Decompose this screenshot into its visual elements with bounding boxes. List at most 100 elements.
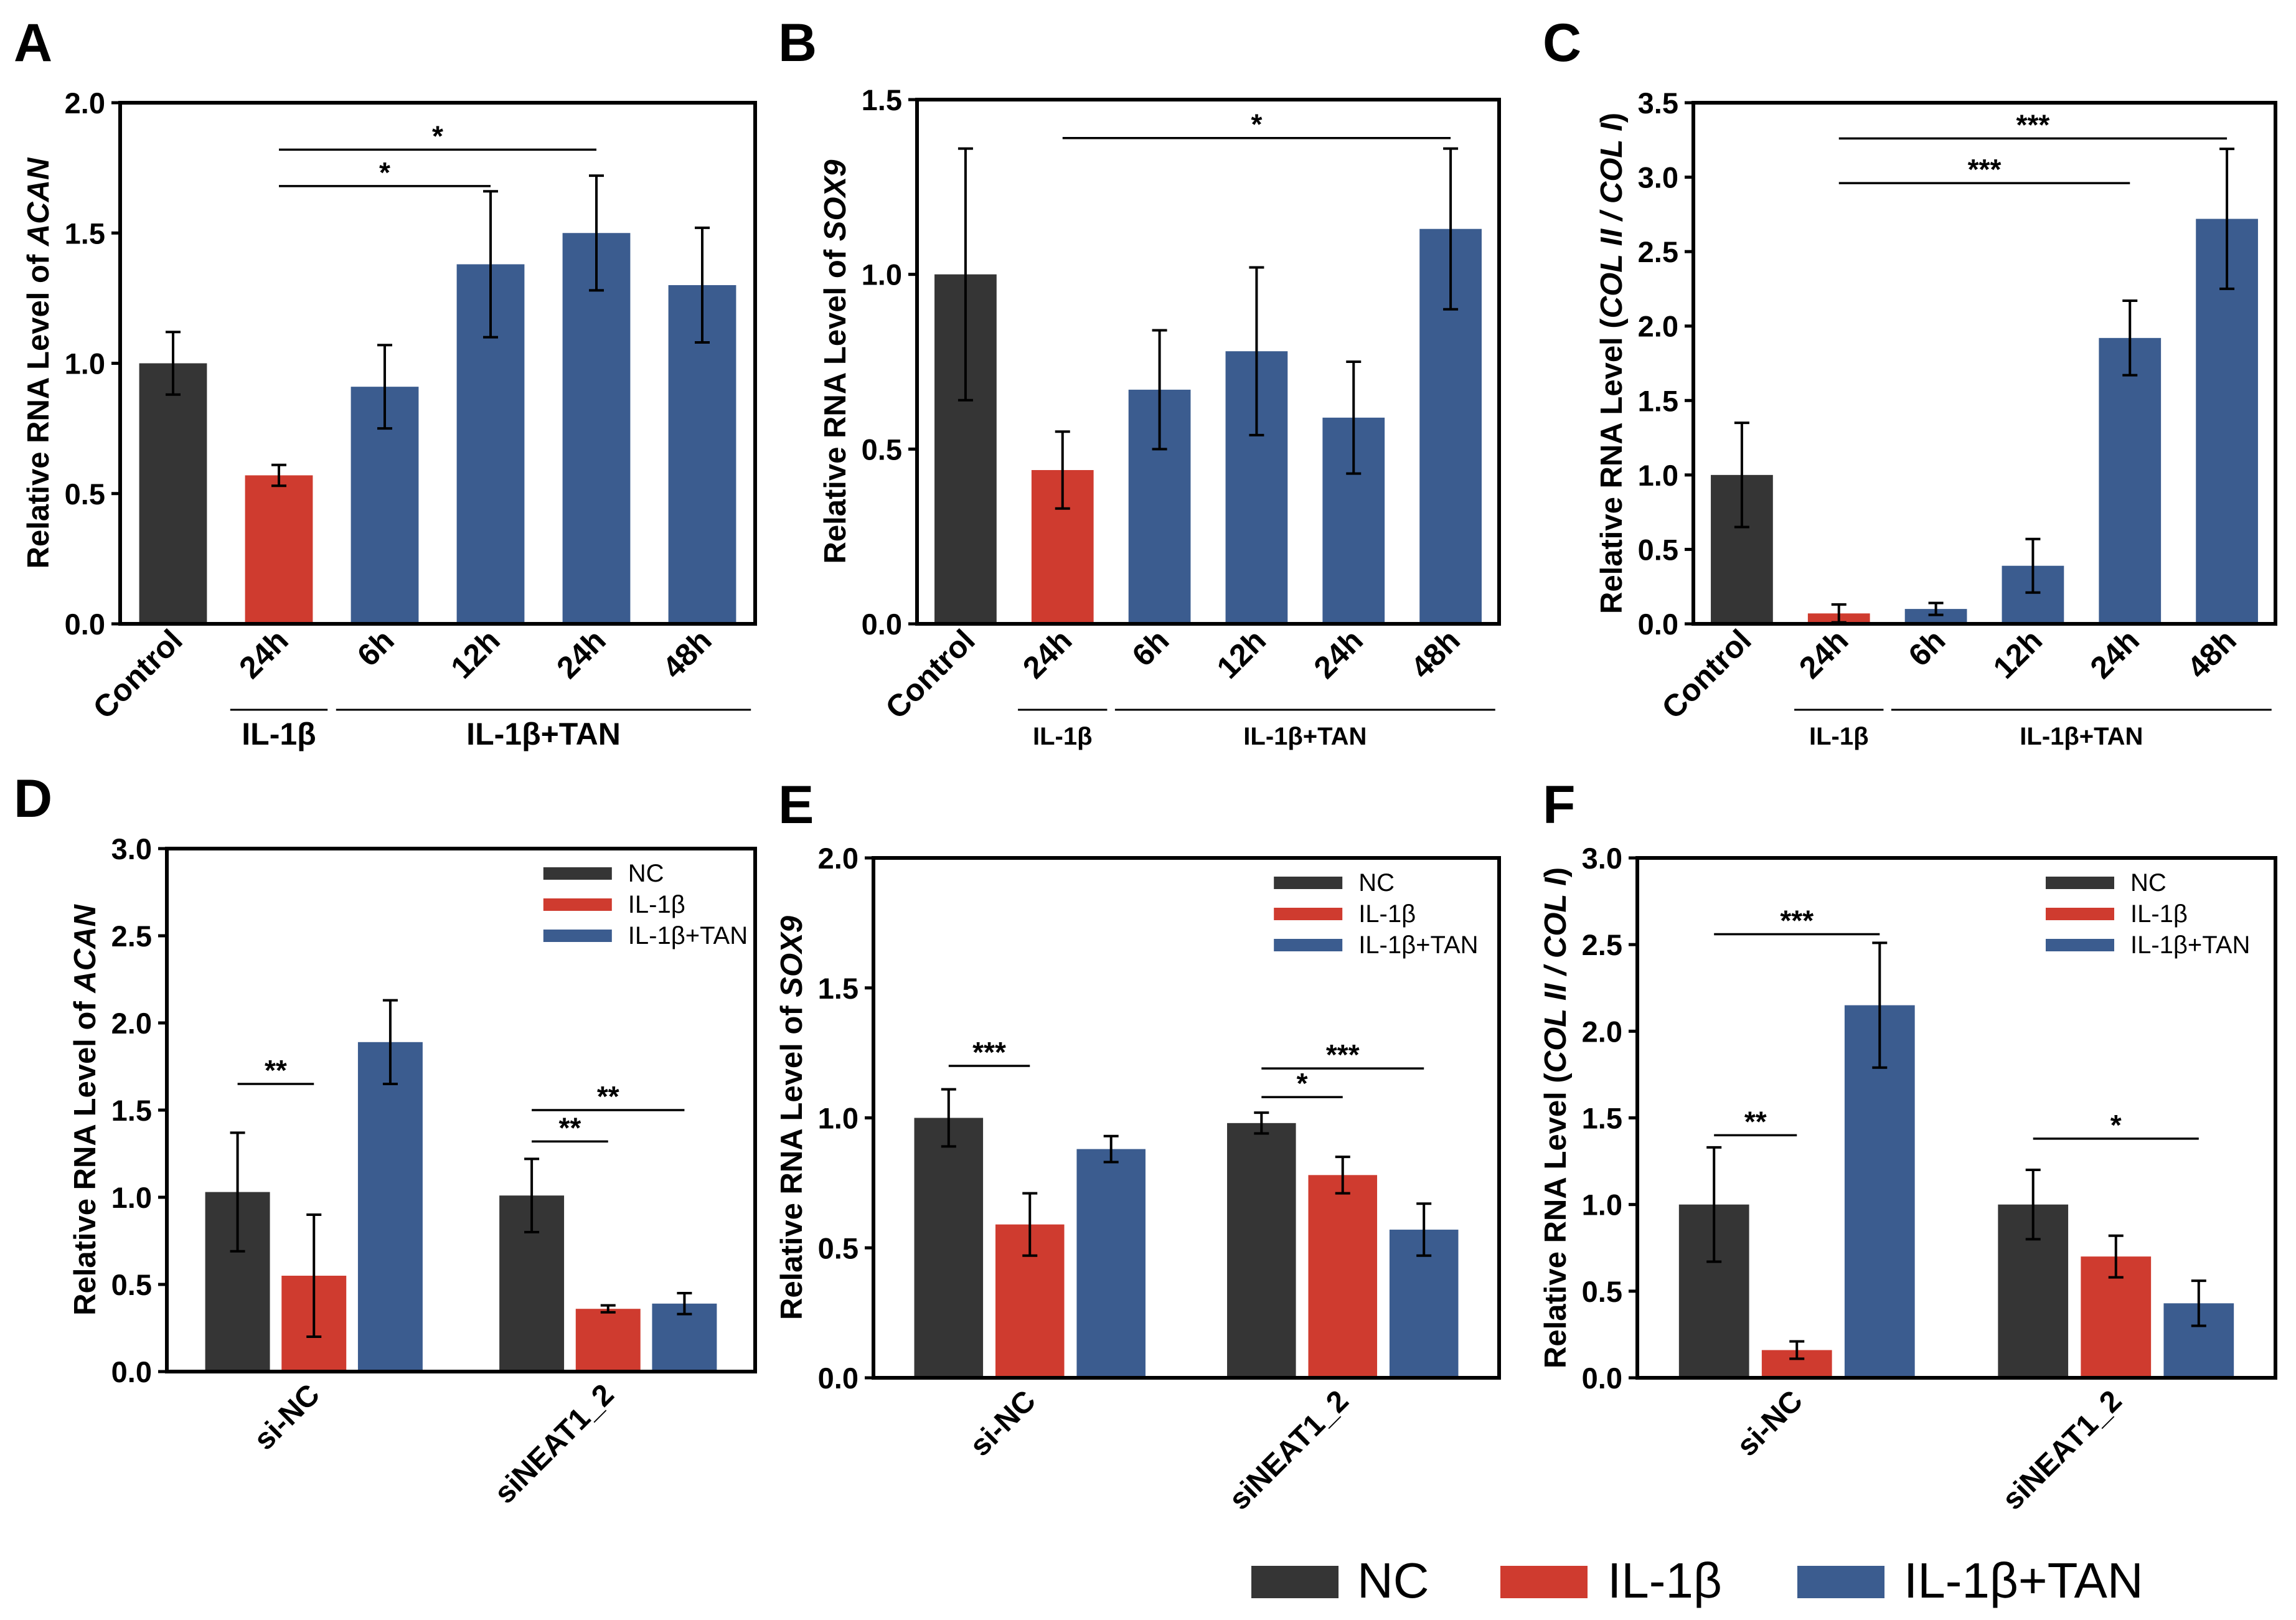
panel-f-xtick-label-1: siNEAT1_2 <box>1996 1384 2128 1516</box>
panel-b-ytick-label: 1.0 <box>862 258 902 291</box>
panel-f-ytick-label: 2.0 <box>1582 1015 1622 1048</box>
panel-d-ylabel-gene: ACAN <box>68 903 102 993</box>
panel-a-bar-0 <box>139 363 207 624</box>
panel-e-legend-label-il-1b-tan: IL-1β+TAN <box>1358 931 1478 959</box>
panel-d-bar-il-1b-tan-0 <box>357 1042 423 1372</box>
panel-b-xtick-label-3: 12h <box>1210 623 1273 685</box>
panel-f-ytick-label: 0.5 <box>1582 1275 1622 1308</box>
bottom-legend-swatch-nc <box>1251 1566 1339 1598</box>
panel-b-ylabel-prefix: Relative RNA Level of <box>819 241 852 563</box>
panel-label-D: D <box>14 769 52 829</box>
panel-a-bar-4 <box>562 233 631 624</box>
panel-e-legend-swatch-nc <box>1274 877 1343 889</box>
chart-panel-A: 0.0 0.5 1.0 1.5 2.0 Relative RNA Level of ACA… <box>22 87 757 751</box>
panel-c-xtick-label-3: 12h <box>1987 623 2049 685</box>
panel-a-xtick-label-1: 24h <box>232 623 295 685</box>
panel-a-axis-frame <box>118 101 757 626</box>
panel-e-bar-il-1b-tan-0 <box>1076 1149 1146 1378</box>
panel-f-ytick-label: 2.5 <box>1582 928 1622 961</box>
panel-c-bar-4 <box>2099 337 2162 624</box>
panel-f-ylabel-prefix: Relative RNA Level ( <box>1539 1073 1573 1368</box>
panel-d-axis-frame <box>165 847 757 1373</box>
panel-c-xtick-label-1: 24h <box>1792 623 1855 685</box>
panel-a-significance-1-marker: * <box>432 120 443 152</box>
panel-a-bar-1 <box>245 475 313 624</box>
panel-f-ytick-label: 3.0 <box>1582 842 1622 875</box>
panel-a-significance-0-marker: * <box>379 156 390 189</box>
panel-c-ytick-label: 3.5 <box>1638 87 1678 120</box>
panel-b-ylabel: Relative RNA Level of SOX9 <box>819 159 852 564</box>
panel-a-ytick-label: 0.5 <box>65 478 105 511</box>
panel-c-xtick-label-4: 24h <box>2083 623 2146 685</box>
panel-e-legend-label-il-1b: IL-1β <box>1358 900 1416 928</box>
panel-a-ylabel-prefix: Relative RNA Level of <box>22 246 55 568</box>
panel-e-ytick-label: 0.0 <box>818 1362 859 1395</box>
panel-d-legend-swatch-il-1b <box>543 898 612 911</box>
panel-a-xtick-label-4: 24h <box>550 623 613 685</box>
panel-c-ylabel-suffix: ) <box>1595 113 1629 123</box>
panel-e-ytick-label: 2.0 <box>818 842 859 875</box>
panel-c-ytick-label: 1.5 <box>1638 384 1678 417</box>
panel-c-ytick-label: 1.0 <box>1638 459 1678 492</box>
panel-b-group-label-il-1b-tan: IL-1β+TAN <box>1243 723 1367 750</box>
panel-a-ytick-label: 2.0 <box>65 87 105 120</box>
bottom-legend-label-il1b-tan: IL-1β+TAN <box>1904 1553 2143 1608</box>
panel-f-legend-label-nc: NC <box>2130 869 2167 897</box>
panel-d-significance-0-marker: ** <box>265 1054 287 1086</box>
panel-f-ytick-label: 1.5 <box>1582 1102 1622 1135</box>
chart-panel-F: 0.0 0.5 1.0 1.5 2.0 2.5 3.0 Relative RNA Level … <box>1539 842 2277 1517</box>
panel-label-B: B <box>778 13 817 73</box>
panel-e-legend-swatch-il-1b <box>1274 908 1343 920</box>
panel-d-legend-label-il-1b: IL-1β <box>628 891 685 918</box>
panel-b-axis-frame <box>915 98 1501 626</box>
panel-f-ylabel-suffix: ) <box>1539 867 1573 877</box>
panel-a-ytick-label: 1.0 <box>65 347 105 380</box>
panel-d-legend-swatch-nc <box>543 867 612 880</box>
panel-f-significance-2-marker: * <box>2110 1109 2122 1141</box>
chart-panel-C: 0.0 0.5 1.0 1.5 2.0 2.5 3.0 3.5 Relative RNA Lev… <box>1595 87 2277 750</box>
panel-b-ytick-label: 1.5 <box>862 83 902 116</box>
panel-c-ytick-label: 2.5 <box>1638 235 1678 268</box>
panel-a-ylabel: Relative RNA Level of ACAN <box>22 157 55 568</box>
panel-d-ytick-label: 1.5 <box>111 1094 152 1127</box>
panel-a-ytick-label: 0.0 <box>65 608 105 641</box>
panel-d-bar-il-1b-1 <box>575 1309 641 1372</box>
panel-b-xtick-label-1: 24h <box>1016 623 1079 685</box>
panel-a-group-label-il-1b: IL-1β <box>242 717 316 751</box>
panel-label-A: A <box>14 13 52 73</box>
panel-e-significance-1-marker: * <box>1297 1067 1308 1100</box>
panel-f-significance-1-marker: *** <box>1780 904 1814 936</box>
chart-panel-D: 0.0 0.5 1.0 1.5 2.0 2.5 3.0 Relative RNA Level … <box>68 832 757 1510</box>
panel-f-legend-swatch-il-1b <box>2046 908 2114 920</box>
panel-c-ytick-label: 2.0 <box>1638 310 1678 343</box>
panel-d-xtick-label-1: siNEAT1_2 <box>488 1378 620 1510</box>
panel-b-ytick-label: 0.5 <box>862 433 902 466</box>
panel-e-ylabel-gene: SOX9 <box>775 915 809 997</box>
panel-f-ylabel-gene: COL II / COL I <box>1539 877 1573 1073</box>
panel-e-ytick-label: 1.5 <box>818 972 859 1005</box>
panel-a-ylabel-gene: ACAN <box>22 157 55 247</box>
panel-b-ytick-label: 0.0 <box>862 608 902 641</box>
panel-c-xtick-label-5: 48h <box>2180 623 2243 685</box>
panel-e-ylabel: Relative RNA Level of SOX9 <box>775 915 809 1320</box>
panel-c-ylabel-prefix: Relative RNA Level ( <box>1595 318 1629 614</box>
panel-d-ytick-label: 3.0 <box>111 832 152 865</box>
panel-c-xtick-label-2: 6h <box>1901 623 1952 673</box>
panel-f-legend-label-il-1b: IL-1β <box>2130 900 2188 928</box>
panel-f-xtick-label-0: si-NC <box>1731 1384 1809 1462</box>
panel-d-significance-2-marker: ** <box>597 1080 619 1113</box>
panel-a-xtick-label-2: 6h <box>351 623 401 673</box>
panel-a-group-label-il-1b-tan: IL-1β+TAN <box>466 717 621 751</box>
panel-d-legend-swatch-il-1b-tan <box>543 930 612 942</box>
panel-e-axis-frame <box>872 856 1501 1380</box>
panel-e-bar-nc-0 <box>914 1118 984 1378</box>
panel-f-ytick-label: 1.0 <box>1582 1189 1622 1222</box>
panel-e-significance-2-marker: *** <box>1326 1038 1360 1071</box>
panel-b-xtick-label-2: 6h <box>1125 623 1175 673</box>
panel-c-significance-1-marker: *** <box>2016 108 2050 141</box>
panel-d-significance-1-marker: ** <box>559 1111 581 1144</box>
panel-label-F: F <box>1543 775 1576 835</box>
panel-c-group-label-il-1b-tan: IL-1β+TAN <box>2020 723 2143 750</box>
panel-c-significance-0-marker: *** <box>1968 153 2002 186</box>
